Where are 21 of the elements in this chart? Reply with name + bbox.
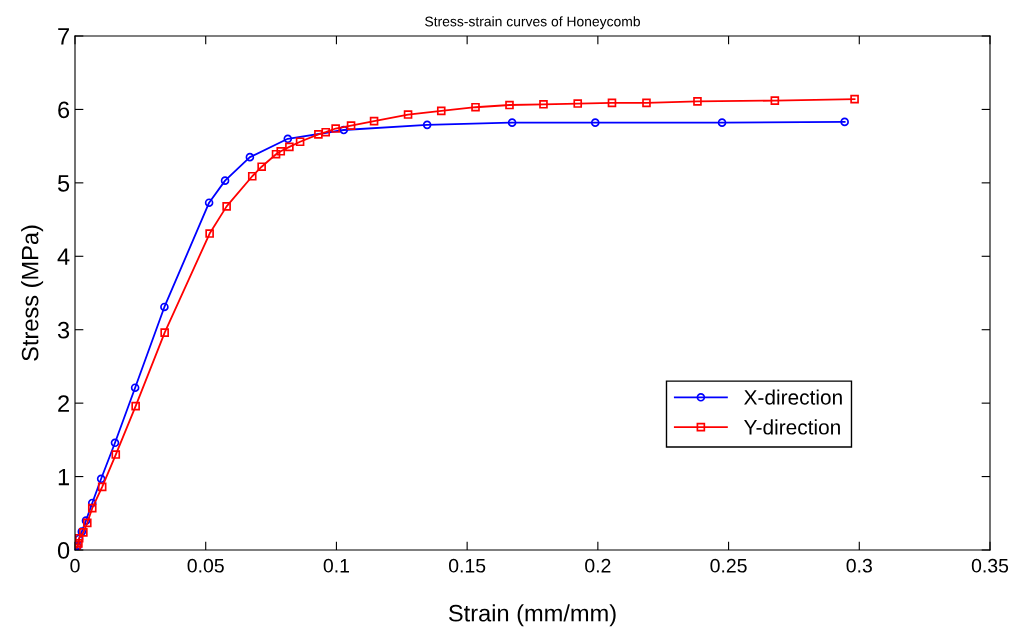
y-tick-label: 4 [57,248,70,265]
x-tick-label: 0.1 [323,558,349,573]
y-tick-label: 1 [58,468,69,486]
x-tick-label: 0.15 [448,558,486,573]
y-tick-label: 5 [57,175,70,192]
y-tick-label: 7 [58,28,69,45]
x-tick-label: 0 [70,558,80,573]
x-axis-title: Strain (mm/mm) [448,604,616,627]
x-tick-label: 0.3 [846,558,872,573]
x-tick-label: 0.2 [585,558,611,573]
y-tick-label: 6 [58,101,70,119]
x-tick-label: 0.25 [710,558,747,573]
chart-title: Stress-strain curves of Honeycomb [425,16,640,30]
y-tick-label: 0 [57,542,70,559]
y-tick-label: 3 [57,321,70,339]
legend-label: X-direction [744,389,842,405]
y-tick-label: 2 [58,395,69,412]
y-axis-title: Stress (MPa) [21,225,44,361]
legend-label: Y-direction [744,419,840,435]
x-tick-label: 0.05 [187,558,224,573]
x-tick-label: 0.35 [971,558,1009,573]
